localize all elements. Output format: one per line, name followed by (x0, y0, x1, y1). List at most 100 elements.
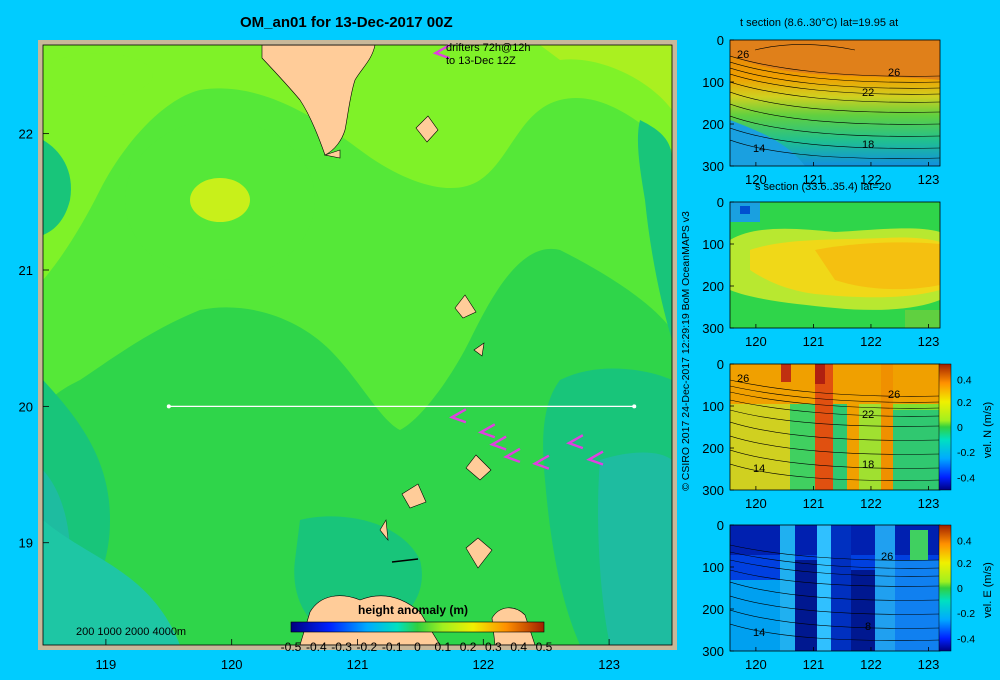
vel-n-colorbar-label: vel. N (m/s) (982, 402, 994, 458)
map-x-ticks: 119 120 121 122 123 (96, 639, 620, 672)
map-x-tick-120: 120 (221, 657, 243, 672)
vel-e-colorbar (938, 524, 952, 652)
section-x-tick: 123 (918, 657, 940, 672)
vel-e-colorbar-label: vel. E (m/s) (982, 562, 994, 618)
drifters-label-line2: to 13-Dec 12Z (446, 55, 516, 67)
svg-text:14: 14 (753, 143, 765, 155)
land-luzon (299, 595, 441, 645)
height-anomaly-field (43, 45, 672, 645)
section-y-tick: 0 (717, 518, 724, 533)
section-y-tick: 300 (702, 483, 724, 498)
section-x-tick: 123 (918, 496, 940, 511)
section-x-tick: 120 (745, 657, 767, 672)
drifter-arrow (565, 434, 584, 450)
t-section-title: t section (8.6..30°C) lat=19.95 at (740, 17, 898, 29)
colorbar-tick: 0.1 (434, 640, 451, 654)
vel-n-contour-labels: 26 26 22 18 14 (737, 373, 900, 475)
section-x-tick: 121 (803, 496, 825, 511)
svg-text:26: 26 (888, 67, 900, 79)
map-x-tick-121: 121 (347, 657, 369, 672)
island (415, 115, 439, 143)
vel-colorbar-tick: 0 (957, 422, 963, 434)
section-x-tick: 120 (745, 334, 767, 349)
svg-text:14: 14 (753, 463, 765, 475)
section-x-tick: 122 (860, 172, 882, 187)
map-y-tick-20: 20 (19, 399, 33, 414)
section-y-tick: 100 (702, 399, 724, 414)
vel-e-section-panel: 26 14 8 0.4 0.2 0 -0.2 -0.4 vel. E (m/s) 120… (702, 518, 994, 672)
map-x-tick-122: 122 (472, 657, 494, 672)
land-taiwan (261, 45, 376, 156)
colorbar-tick: 0.2 (460, 640, 477, 654)
section-x-tick: 121 (803, 657, 825, 672)
vel-colorbar-tick: 0.4 (957, 375, 972, 387)
map-x-tick-119: 119 (96, 657, 117, 672)
colorbar-tick: -0.3 (331, 640, 352, 654)
vel-e-contour-labels: 26 14 8 (753, 551, 893, 639)
vel-n-colorbar (938, 363, 952, 491)
colorbar-tick: -0.1 (382, 640, 403, 654)
drifter-arrow (432, 44, 451, 60)
credit-text: © CSIRO 2017 24-Dec-2017 12:29:19 BoM Oc… (680, 211, 692, 491)
drifter-arrow (489, 435, 507, 451)
vel-n-section-panel: 26 26 22 18 14 0.4 0.2 0 -0.2 -0.4 vel. N (m… (702, 357, 994, 511)
section-line (166, 404, 637, 409)
section-y-tick: 0 (717, 195, 724, 210)
section-y-tick: 0 (717, 357, 724, 372)
main-map[interactable]: drifters 72h@12h to 13-Dec 12Z 200 1000 … (0, 0, 690, 680)
section-x-tick: 122 (860, 496, 882, 511)
colorbar-tick: 0.4 (510, 640, 527, 654)
s-section-panel: s section (33.6..35.4) lat=20 120 121 122 1… (702, 181, 941, 349)
section-y-tick: 300 (702, 644, 724, 659)
drifter-arrow (477, 423, 496, 439)
svg-text:22: 22 (862, 87, 874, 99)
colorbar-tick: -0.4 (306, 640, 327, 654)
svg-text:14: 14 (753, 627, 765, 639)
section-y-tick: 100 (702, 237, 724, 252)
colorbar-tick: 0 (414, 640, 421, 654)
vel-colorbar-tick: -0.2 (957, 447, 975, 459)
colorbar-tick: -0.5 (281, 640, 302, 654)
section-x-tick: 123 (918, 172, 940, 187)
vel-colorbar-tick: -0.2 (957, 608, 975, 620)
drifter-arrow (448, 408, 467, 424)
t-section-panel: t section (8.6..30°C) lat=19.95 at 26 26… (702, 17, 941, 187)
drifter-arrow (532, 454, 550, 470)
colorbar-tick: -0.2 (357, 640, 378, 654)
map-x-tick-123: 123 (598, 657, 620, 672)
svg-text:8: 8 (865, 621, 871, 633)
map-y-tick-21: 21 (19, 263, 33, 278)
section-panels[interactable]: t section (8.6..30°C) lat=19.95 at 26 26… (695, 0, 1000, 680)
section-y-tick: 200 (702, 441, 724, 456)
section-x-tick: 122 (860, 334, 882, 349)
section-y-tick: 100 (702, 560, 724, 575)
section-y-tick: 0 (717, 33, 724, 48)
drifters-label-line1: drifters 72h@12h (446, 42, 531, 54)
map-y-ticks: 22 21 20 19 (19, 127, 49, 551)
s-section-title: s section (33.6..35.4) lat=20 (755, 181, 891, 193)
depth-legend: 200 1000 2000 4000m (76, 626, 186, 638)
vel-colorbar-tick: 0.2 (957, 397, 972, 409)
svg-text:26: 26 (888, 389, 900, 401)
map-title: OM_an01 for 13-Dec-2017 00Z (240, 14, 453, 31)
drifter-arrow (586, 450, 604, 466)
vel-colorbar-tick: -0.4 (957, 472, 975, 484)
section-x-tick: 121 (803, 172, 825, 187)
section-x-tick: 122 (860, 657, 882, 672)
svg-text:18: 18 (862, 139, 874, 151)
section-x-tick: 120 (745, 496, 767, 511)
section-y-tick: 200 (702, 602, 724, 617)
section-y-tick: 200 (702, 117, 724, 132)
height-colorbar (290, 621, 545, 633)
svg-text:22: 22 (862, 409, 874, 421)
svg-text:18: 18 (862, 459, 874, 471)
section-line-end (632, 404, 637, 409)
section-x-tick: 121 (803, 334, 825, 349)
colorbar-tick: 0.5 (536, 640, 553, 654)
drifter-arrow (503, 447, 521, 463)
section-y-tick: 300 (702, 321, 724, 336)
section-y-tick: 300 (702, 159, 724, 174)
drifter-arrows (432, 44, 604, 470)
map-y-tick-19: 19 (19, 536, 33, 551)
section-line-start (166, 404, 171, 409)
